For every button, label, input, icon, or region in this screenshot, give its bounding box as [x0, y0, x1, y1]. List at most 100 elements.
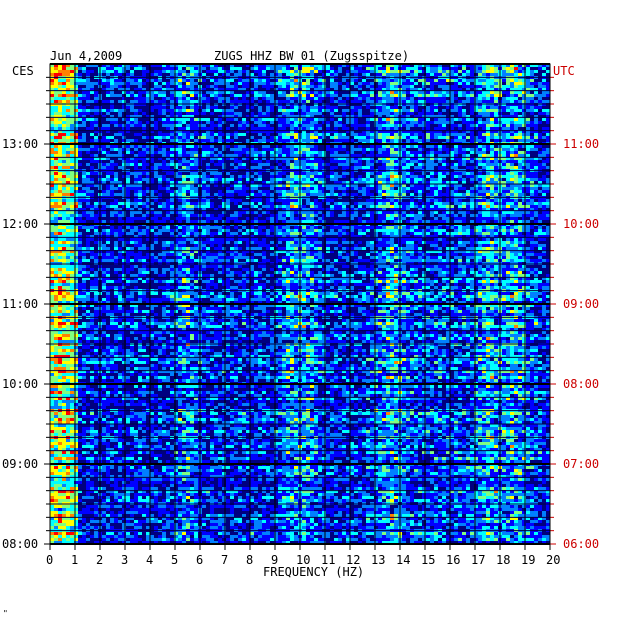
spectrogram-cell — [426, 208, 430, 211]
spectrogram-cell — [342, 175, 346, 178]
spectrogram-cell — [138, 181, 142, 184]
spectrogram-cell — [526, 70, 530, 73]
spectrogram-cell — [438, 157, 442, 160]
spectrogram-cell — [258, 112, 262, 115]
spectrogram-cell — [174, 148, 178, 151]
spectrogram-cell — [486, 67, 490, 70]
spectrogram-cell — [86, 109, 90, 112]
spectrogram-cell — [334, 124, 338, 127]
spectrogram-cell — [218, 154, 222, 157]
spectrogram-cell — [234, 88, 238, 91]
spectrogram-cell — [278, 115, 282, 118]
spectrogram-cell — [438, 175, 442, 178]
spectrogram-cell — [486, 94, 490, 97]
spectrogram-cell — [270, 175, 274, 178]
spectrogram-cell — [438, 136, 442, 139]
spectrogram-cell — [526, 166, 530, 169]
spectrogram-cell — [70, 154, 74, 157]
spectrogram-cell — [390, 82, 394, 85]
spectrogram-cell — [306, 106, 310, 109]
spectrogram-cell — [186, 118, 190, 121]
spectrogram-cell — [254, 154, 258, 157]
spectrogram-cell — [158, 202, 162, 205]
spectrogram-cell — [246, 193, 250, 196]
spectrogram-cell — [158, 73, 162, 76]
spectrogram-cell — [274, 172, 278, 175]
spectrogram-cell — [426, 67, 430, 70]
spectrogram-cell — [474, 175, 478, 178]
spectrogram-cell — [426, 193, 430, 196]
spectrogram-cell — [70, 151, 74, 154]
spectrogram-cell — [66, 106, 70, 109]
spectrogram-cell — [226, 181, 230, 184]
spectrogram-cell — [214, 85, 218, 88]
spectrogram-cell — [414, 82, 418, 85]
spectrogram-cell — [378, 88, 382, 91]
spectrogram-cell — [266, 208, 270, 211]
spectrogram-cell — [502, 118, 506, 121]
spectrogram-cell — [222, 97, 226, 100]
spectrogram-cell — [486, 157, 490, 160]
spectrogram-cell — [346, 202, 350, 205]
spectrogram-cell — [234, 211, 238, 214]
spectrogram-cell — [142, 193, 146, 196]
spectrogram-cell — [530, 163, 534, 166]
spectrogram-cell — [386, 118, 390, 121]
spectrogram-cell — [62, 175, 66, 178]
spectrogram-cell — [302, 166, 306, 169]
spectrogram-cell — [262, 211, 266, 214]
spectrogram-cell — [542, 88, 546, 91]
spectrogram-cell — [250, 166, 254, 169]
spectrogram-cell — [70, 184, 74, 187]
spectrogram-cell — [458, 175, 462, 178]
spectrogram-cell — [238, 205, 242, 208]
spectrogram-cell — [486, 163, 490, 166]
spectrogram-cell — [378, 202, 382, 205]
spectrogram-cell — [478, 100, 482, 103]
spectrogram-cell — [306, 112, 310, 115]
spectrogram-cell — [438, 73, 442, 76]
spectrogram-cell — [310, 178, 314, 181]
spectrogram-cell — [254, 148, 258, 151]
spectrogram-cell — [394, 97, 398, 100]
spectrogram-cell — [522, 205, 526, 208]
spectrogram-cell — [490, 211, 494, 214]
spectrogram-cell — [270, 100, 274, 103]
spectrogram-cell — [222, 121, 226, 124]
spectrogram-cell — [318, 67, 322, 70]
spectrogram-cell — [526, 130, 530, 133]
spectrogram-cell — [470, 133, 474, 136]
spectrogram-cell — [114, 208, 118, 211]
spectrogram-cell — [342, 79, 346, 82]
spectrogram-cell — [314, 124, 318, 127]
spectrogram-cell — [354, 97, 358, 100]
spectrogram-cell — [214, 67, 218, 70]
spectrogram-cell — [438, 160, 442, 163]
spectrogram-cell — [278, 67, 282, 70]
spectrogram-cell — [310, 184, 314, 187]
spectrogram-cell — [542, 175, 546, 178]
spectrogram-cell — [78, 202, 82, 205]
spectrogram-cell — [214, 139, 218, 142]
spectrogram-cell — [302, 214, 306, 217]
spectrogram-cell — [282, 208, 286, 211]
spectrogram-cell — [338, 160, 342, 163]
spectrogram-cell — [382, 91, 386, 94]
spectrogram-cell — [346, 73, 350, 76]
spectrogram-cell — [378, 85, 382, 88]
spectrogram-cell — [462, 202, 466, 205]
spectrogram-cell — [210, 121, 214, 124]
spectrogram-cell — [378, 118, 382, 121]
spectrogram-cell — [82, 181, 86, 184]
spectrogram-cell — [426, 160, 430, 163]
spectrogram-cell — [58, 124, 62, 127]
spectrogram-cell — [222, 160, 226, 163]
spectrogram-cell — [306, 151, 310, 154]
spectrogram-cell — [314, 139, 318, 142]
spectrogram-cell — [390, 151, 394, 154]
spectrogram-cell — [338, 82, 342, 85]
spectrogram-cell — [94, 109, 98, 112]
spectrogram-cell — [174, 145, 178, 148]
spectrogram-cell — [202, 73, 206, 76]
spectrogram-cell — [526, 121, 530, 124]
